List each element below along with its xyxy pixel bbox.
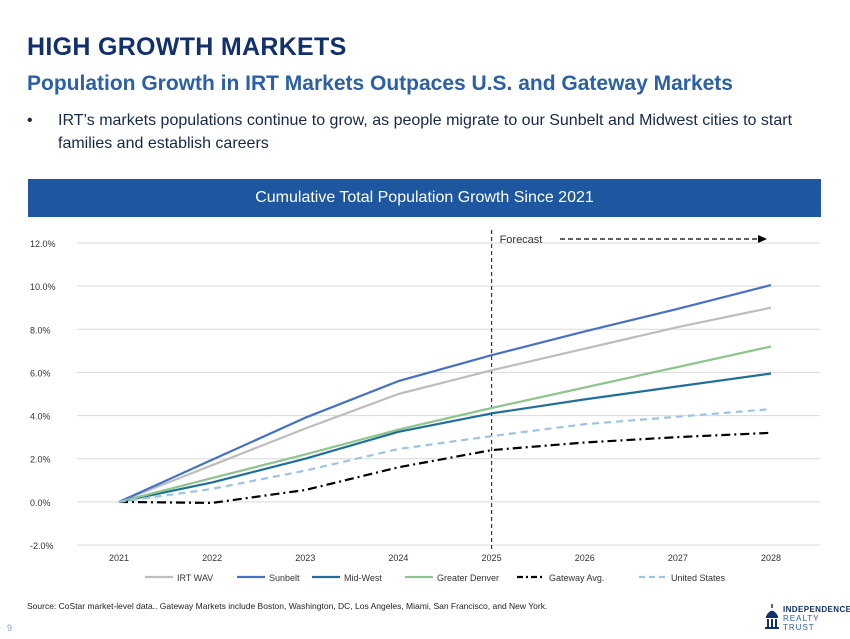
company-logo: INDEPENDENCE REALTY TRUST xyxy=(763,601,850,632)
legend-label: IRT WAV xyxy=(177,573,213,583)
series-line-united-states xyxy=(118,408,772,503)
series-line-sunbelt xyxy=(118,284,772,503)
y-tick-label: 4.0% xyxy=(30,412,51,422)
y-tick-label: 8.0% xyxy=(30,325,51,335)
y-tick-label: 10.0% xyxy=(30,282,56,292)
legend-label: Greater Denver xyxy=(437,573,499,583)
chart-title-banner: Cumulative Total Population Growth Since… xyxy=(28,179,821,217)
y-tick-label: -2.0% xyxy=(30,541,54,551)
x-tick-label: 2021 xyxy=(109,553,129,563)
source-note: Source: CoStar market-level data.. Gatew… xyxy=(27,601,548,611)
legend-label: Sunbelt xyxy=(269,573,300,583)
y-tick-label: 0.0% xyxy=(30,498,51,508)
page-title: HIGH GROWTH MARKETS xyxy=(27,33,347,61)
forecast-arrowhead xyxy=(758,235,767,243)
series-line-greater-denver xyxy=(118,345,772,503)
forecast-label: Forecast xyxy=(500,234,543,246)
logo-text-top: INDEPENDENCE xyxy=(783,605,850,614)
legend-label: United States xyxy=(671,573,726,583)
line-chart: -2.0% 0.0% 2.0% 4.0% 6.0% 8.0% 10.0% 12.0% 2021 2… xyxy=(30,230,820,583)
series-line-irt-wav xyxy=(118,306,772,503)
bullet-text: IRT’s markets populations continue to gr… xyxy=(58,112,793,152)
legend-label: Mid-West xyxy=(344,573,382,583)
legend-label: Gateway Avg. xyxy=(549,573,604,583)
x-tick-label: 2028 xyxy=(761,553,781,563)
x-tick-label: 2025 xyxy=(482,553,502,563)
bullet-icon: • xyxy=(27,112,33,129)
x-tick-label: 2023 xyxy=(295,553,315,563)
y-tick-label: 12.0% xyxy=(30,239,56,249)
bullet-point: • IRT’s markets populations continue to … xyxy=(27,109,807,155)
capitol-dome-icon xyxy=(765,604,779,629)
x-tick-label: 2024 xyxy=(388,553,408,563)
x-tick-label: 2027 xyxy=(668,553,688,563)
series-line-mid-west xyxy=(118,372,772,503)
x-tick-label: 2026 xyxy=(575,553,595,563)
page-number: 9 xyxy=(7,623,13,633)
y-tick-label: 6.0% xyxy=(30,368,51,378)
y-tick-label: 2.0% xyxy=(30,455,51,465)
x-tick-label: 2022 xyxy=(202,553,222,563)
series-line-gateway-avg xyxy=(118,431,772,504)
page-subtitle: Population Growth in IRT Markets Outpace… xyxy=(27,72,733,95)
logo-text-bottom: REALTY TRUST xyxy=(783,614,820,632)
